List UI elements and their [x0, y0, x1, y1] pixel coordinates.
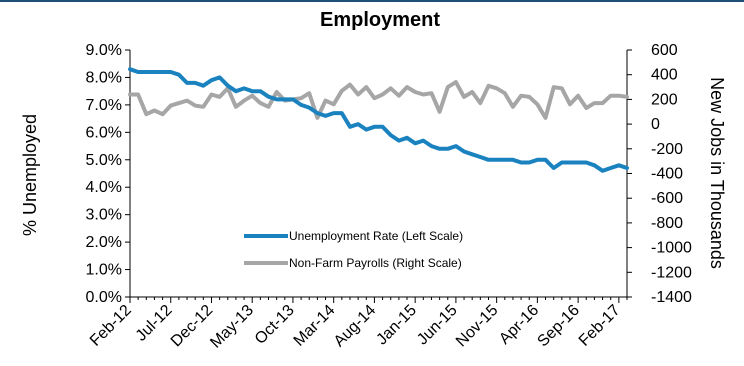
y-left-tick-label: 3.0% — [86, 207, 122, 224]
y-left-tick-label: 0.0% — [86, 289, 122, 306]
x-ticks: Feb-12Jul-12Dec-12May-13Oct-13Mar-14Aug-… — [87, 297, 628, 352]
y-right-tick-label: 200 — [651, 91, 678, 108]
x-tick-label: Feb-12 — [87, 302, 135, 350]
x-tick-label: Apr-16 — [496, 302, 542, 348]
x-tick-label: Oct-13 — [252, 302, 298, 348]
y-right-ticks: 600 400 200 0 -200 -400 -600 -800 -1000 -1200 -140… — [627, 42, 692, 306]
y-right-axis-label: New Jobs in Thousands — [707, 77, 727, 269]
x-tick-label: Sep-16 — [534, 302, 583, 351]
y-right-tick-label: -1000 — [651, 240, 692, 257]
x-tick-label: Aug-14 — [331, 302, 380, 351]
y-left-tick-label: 6.0% — [86, 124, 122, 141]
x-tick-label: Feb-17 — [576, 302, 624, 350]
x-tick-label: Jan-15 — [373, 302, 420, 349]
y-left-tick-label: 9.0% — [86, 42, 122, 59]
y-left-ticks: 9.0% 8.0% 7.0% 6.0% 5.0% 4.0% 3.0% 2.0% 1.0% 0.0% — [86, 42, 130, 306]
series-line-payrolls — [128, 80, 629, 120]
legend-label-payrolls: Non-Farm Payrolls (Right Scale) — [289, 256, 462, 270]
series-line-unemployment — [128, 67, 629, 173]
y-right-tick-label: -600 — [651, 190, 683, 207]
y-right-tick-label: 0 — [651, 116, 660, 133]
y-left-tick-label: 1.0% — [86, 262, 122, 279]
x-tick-label: Mar-14 — [291, 302, 339, 350]
y-left-tick-label: 8.0% — [86, 69, 122, 86]
legend: Unemployment Rate (Left Scale) Non-Farm … — [244, 229, 463, 270]
x-tick-label: Dec-12 — [168, 302, 217, 351]
x-tick-label: May-13 — [207, 302, 257, 352]
y-left-tick-label: 2.0% — [86, 234, 122, 251]
y-right-tick-label: -400 — [651, 166, 683, 183]
series-layer — [128, 67, 629, 173]
y-right-tick-label: -200 — [651, 141, 683, 158]
x-tick-label: Nov-15 — [453, 302, 502, 351]
y-left-axis-label: % Unemployed — [20, 114, 40, 236]
x-tick-label: Jun-15 — [414, 302, 461, 349]
chart-title: Employment — [320, 9, 440, 31]
y-right-tick-label: 600 — [651, 42, 678, 59]
y-right-tick-label: -800 — [651, 215, 683, 232]
y-left-tick-label: 7.0% — [86, 97, 122, 114]
y-right-tick-label: 400 — [651, 67, 678, 84]
y-right-tick-label: -1400 — [651, 289, 692, 306]
y-left-tick-label: 4.0% — [86, 179, 122, 196]
top-rule — [0, 0, 744, 2]
legend-label-unemployment: Unemployment Rate (Left Scale) — [289, 229, 463, 243]
y-left-tick-label: 5.0% — [86, 152, 122, 169]
y-right-tick-label: -1200 — [651, 264, 692, 281]
